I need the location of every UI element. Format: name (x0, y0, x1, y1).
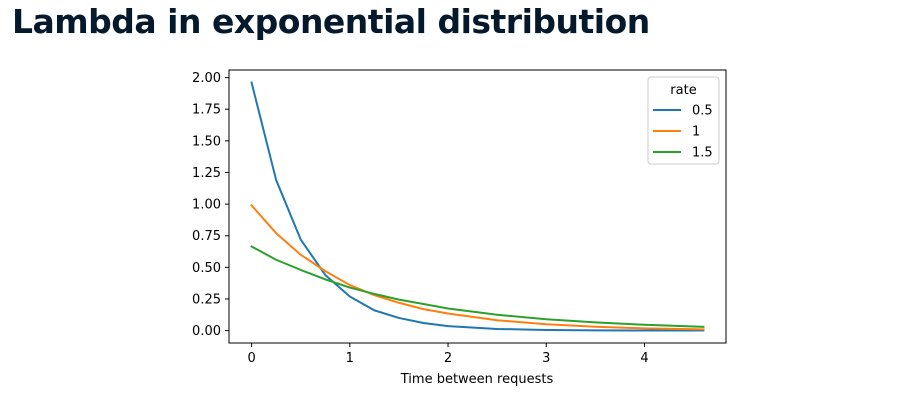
y-tick-label: 2.00 (192, 71, 221, 86)
page-title: Lambda in exponential distribution (12, 2, 650, 41)
plot-frame (228, 69, 727, 344)
legend: rate 0.5 1 1.5 (647, 76, 720, 165)
y-tick-label: 1.25 (192, 166, 221, 181)
x-axis: 0 1 2 3 4 (247, 343, 649, 366)
y-tick-label: 1.00 (192, 198, 221, 213)
y-tick-label: 0.00 (192, 324, 221, 339)
y-tick-label: 0.50 (192, 261, 221, 276)
y-tick-label: 1.50 (192, 134, 221, 149)
series-line-0 (250, 81, 705, 332)
x-tick-label: 0 (247, 351, 255, 366)
x-tick-label: 4 (640, 351, 648, 366)
y-tick-label: 0.75 (192, 229, 221, 244)
y-tick-label: 1.75 (192, 103, 221, 118)
legend-title: rate (670, 83, 696, 98)
series-line-2 (250, 245, 705, 328)
x-axis-label: Time between requests (400, 372, 554, 387)
legend-entries: 0.5 1 1.5 (653, 104, 713, 161)
y-axis: 0.00 0.25 0.50 0.75 1.00 1.25 1.50 1.75 2.00 (192, 71, 229, 339)
plot-lines (250, 81, 705, 332)
legend-label-1: 1 (692, 125, 700, 140)
y-tick-label: 0.25 (192, 292, 221, 307)
series-line-1 (250, 203, 705, 331)
x-tick-label: 1 (346, 351, 354, 366)
legend-box (647, 76, 720, 165)
legend-label-2: 1.5 (692, 146, 713, 161)
legend-label-0: 0.5 (692, 104, 713, 119)
x-tick-label: 3 (542, 351, 550, 366)
x-tick-label: 2 (444, 351, 452, 366)
